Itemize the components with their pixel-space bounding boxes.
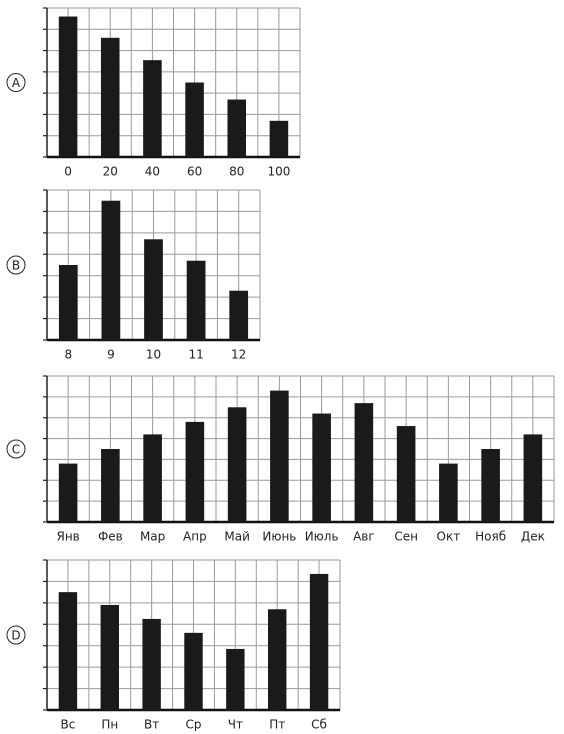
bar <box>186 260 206 340</box>
x-tick-label: 11 <box>188 348 203 362</box>
bar <box>185 82 204 157</box>
bar <box>226 648 245 710</box>
x-tick-label: Вт <box>144 718 159 732</box>
x-tick-label: Июнь <box>262 530 296 544</box>
bar <box>58 592 78 710</box>
x-tick-label: Дек <box>521 530 545 544</box>
x-tick-label: 40 <box>145 165 160 179</box>
x-tick-label: 0 <box>64 165 72 179</box>
x-tick-label: 12 <box>231 348 246 362</box>
x-tick-label: Чт <box>228 718 243 732</box>
bar <box>396 426 416 522</box>
bar <box>439 463 458 522</box>
x-tick-label: 60 <box>187 165 202 179</box>
x-tick-label: Сен <box>394 530 418 544</box>
chart-label: A <box>12 76 21 90</box>
x-tick-label: Июль <box>305 530 339 544</box>
x-tick-label: 8 <box>64 348 72 362</box>
chart-label-circle <box>6 439 26 459</box>
bar <box>144 239 163 340</box>
x-tick-label: Янв <box>56 530 79 544</box>
bar <box>481 449 500 522</box>
x-tick-label: Вс <box>61 718 76 732</box>
bar <box>354 403 374 522</box>
bar <box>58 265 78 340</box>
x-tick-label: Май <box>224 530 250 544</box>
bar <box>101 449 120 522</box>
bar <box>269 120 289 157</box>
bar <box>312 413 331 522</box>
bar <box>58 463 78 522</box>
x-tick-label: Сб <box>311 718 327 732</box>
bar <box>270 390 289 522</box>
bar <box>523 434 543 522</box>
x-tick-label: 100 <box>267 165 290 179</box>
chart-label: B <box>12 259 20 273</box>
x-tick-label: Пн <box>101 718 118 732</box>
x-tick-label: Мар <box>140 530 165 544</box>
x-tick-label: Нояб <box>475 530 506 544</box>
bar <box>100 37 120 157</box>
bar <box>227 407 247 522</box>
chart-label-circle <box>6 255 26 275</box>
bar <box>142 618 161 710</box>
bar <box>100 605 119 710</box>
chart-label-circle <box>6 73 26 92</box>
x-tick-label: Ср <box>186 718 202 732</box>
chart-label: C <box>12 443 20 457</box>
bar <box>184 632 203 710</box>
x-tick-label: Окт <box>437 530 461 544</box>
x-tick-label: Апр <box>183 530 207 544</box>
bar <box>185 421 205 522</box>
x-tick-label: 20 <box>103 165 118 179</box>
bar <box>143 434 162 522</box>
x-tick-label: 9 <box>107 348 115 362</box>
chart-label: D <box>11 629 20 643</box>
x-tick-label: Пт <box>269 718 285 732</box>
bar <box>268 609 287 710</box>
bar <box>229 290 249 340</box>
chart-label-circle <box>6 625 26 645</box>
x-tick-label: Фев <box>98 530 123 544</box>
bar <box>143 60 162 157</box>
x-tick-label: Авг <box>353 530 375 544</box>
x-tick-label: 80 <box>229 165 244 179</box>
bar <box>58 16 78 158</box>
bar <box>101 200 121 340</box>
bar <box>227 99 247 157</box>
bar <box>309 573 329 710</box>
x-tick-label: 10 <box>146 348 161 362</box>
